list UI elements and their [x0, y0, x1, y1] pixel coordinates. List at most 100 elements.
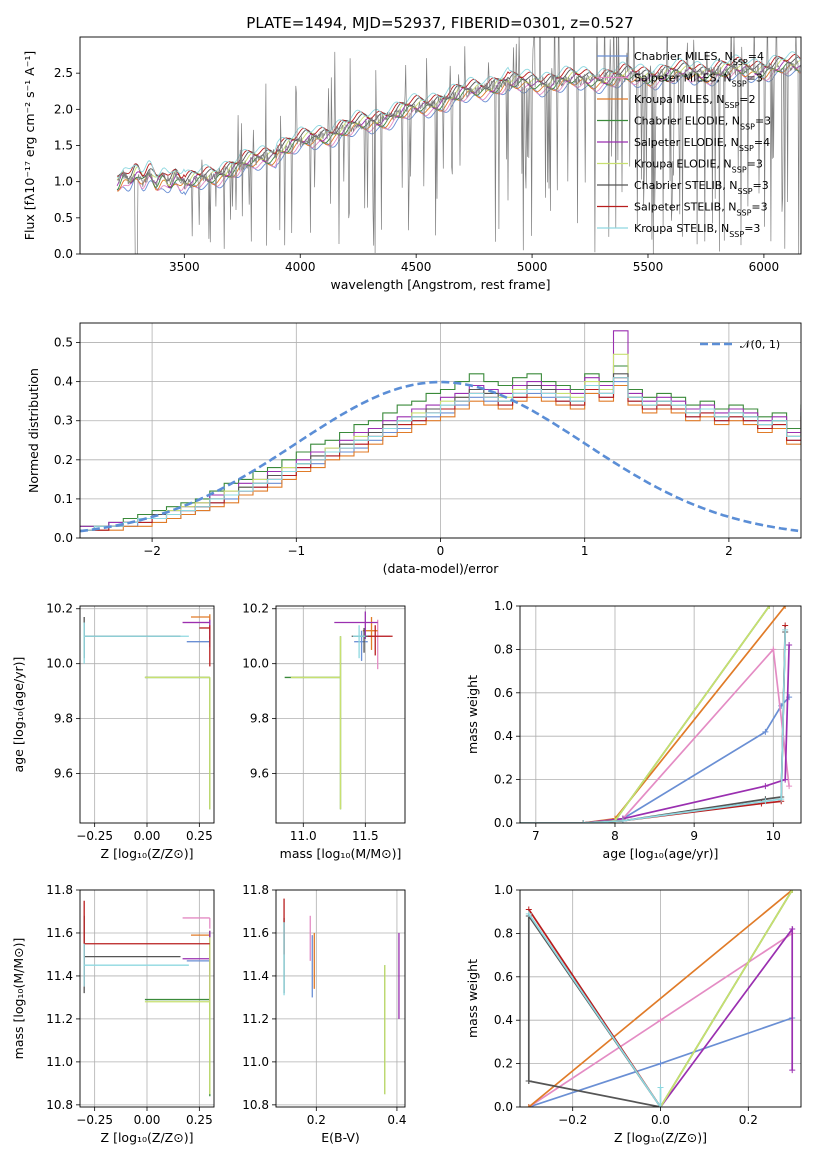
- x-tick-label: 0: [437, 544, 445, 558]
- mass-weight-marker: [657, 1104, 664, 1107]
- histogram-step: [80, 377, 801, 531]
- y-tick-label: 0.1: [54, 492, 73, 506]
- observed-spectrum-line: [117, 37, 801, 254]
- axes-frame: [519, 605, 802, 824]
- errorbar-plot-area: [284, 611, 393, 810]
- panel-mass-weight-vs-Z: −0.2 0.0 0.2 0.0 0.2 0.4 0.6 0.8 1.0 Z [log₁₀(Z/Z…: [465, 883, 802, 1145]
- y-tick-label: 11.6: [242, 926, 269, 940]
- y-tick-label: 2.5: [54, 66, 73, 80]
- y-tick-label: 11.2: [46, 1012, 73, 1026]
- y-tick-label: 2.0: [54, 102, 73, 116]
- y-tick-label: 1.5: [54, 139, 73, 153]
- x-tick-label: 2: [725, 544, 733, 558]
- y-tick-label: 0.5: [54, 211, 73, 225]
- weight-plot-area: [520, 606, 793, 823]
- mass-weight-marker: [525, 1077, 532, 1084]
- panel-age-vs-Z: −0.25 0.00 0.25 9.6 9.8 10.0 10.2 Z [log₁₀(Z/Z⊙…: [11, 602, 215, 861]
- histogram-step: [80, 353, 801, 531]
- model-spectrum-line: [117, 51, 801, 178]
- y-tick-label: 1.0: [54, 175, 73, 189]
- spectrum-plot-area: [116, 37, 801, 254]
- x-axis-label: Z [log₁₀(Z/Z⊙)]: [614, 1130, 707, 1145]
- x-axis-label: Z [log₁₀(Z/Z⊙)]: [101, 1130, 194, 1145]
- axes-frame: [79, 889, 215, 1108]
- mass-weight-marker: [657, 1084, 664, 1091]
- mass-weight-marker: [762, 798, 769, 805]
- x-tick-label: 8: [611, 829, 619, 843]
- y-tick-label: 0.0: [54, 531, 73, 545]
- x-tick-label: 3500: [169, 260, 200, 274]
- mass-weight-marker: [789, 1067, 796, 1074]
- y-tick-label: 11.8: [46, 883, 73, 897]
- model-spectrum-line: [116, 54, 801, 179]
- x-tick-label: 0.25: [186, 1113, 213, 1127]
- histogram-step: [80, 384, 801, 531]
- x-tick-label: 4000: [285, 260, 316, 274]
- x-tick-label: 5500: [633, 260, 664, 274]
- x-tick-label: 7: [532, 829, 540, 843]
- x-tick-label: 11.0: [290, 829, 317, 843]
- x-tick-label: 0.00: [134, 829, 161, 843]
- legend-entry: Salpeter STELIB, NSSP=3: [634, 201, 768, 218]
- panel-mass-weight-vs-age: 7 8 9 10 0.0 0.2 0.4 0.6 0.8 1.0 age [log₁₀(age/yr…: [465, 599, 802, 861]
- x-tick-label: 0.4: [387, 1113, 406, 1127]
- mass-weight-marker: [657, 1060, 664, 1067]
- y-tick-label: 0.5: [54, 336, 73, 350]
- y-tick-label: 10.8: [46, 1098, 73, 1112]
- errorbar-plot-area: [83, 614, 211, 810]
- mass-weight-line: [528, 913, 662, 1107]
- errorbar-plot-area: [283, 898, 400, 1095]
- mass-weight-line: [520, 629, 787, 823]
- y-tick-label: 10.0: [242, 657, 269, 671]
- panel-mass-vs-Z: −0.25 0.00 0.25 10.8 11.0 11.2 11.4 11.6 11.8 Z […: [11, 883, 215, 1145]
- y-axis-label: Flux [fλ10⁻¹⁷ erg cm⁻² s⁻¹ A⁻¹]: [22, 51, 37, 240]
- histogram-step: [80, 330, 801, 527]
- y-axis-label: mass weight: [465, 959, 480, 1038]
- y-tick-label: 0.4: [494, 1013, 513, 1027]
- mass-weight-line: [659, 926, 794, 1107]
- model-spectrum-line: [116, 58, 801, 187]
- x-axis-label: wavelength [Angstrom, rest frame]: [330, 277, 550, 292]
- y-axis-label: Normed distribution: [26, 368, 41, 493]
- y-tick-label: 0.4: [494, 729, 513, 743]
- legend-entry: Kroupa STELIB, NSSP=3: [634, 222, 760, 239]
- y-tick-label: 9.8: [54, 712, 73, 726]
- y-tick-label: 0.2: [54, 453, 73, 467]
- x-axis-label: age [log₁₀(age/yr)]: [603, 846, 719, 861]
- x-axis-label: mass [log₁₀(M/M⊙)]: [280, 846, 402, 861]
- y-tick-label: 9.6: [54, 767, 73, 781]
- mass-weight-marker: [525, 910, 532, 917]
- y-axis-label: mass weight: [465, 675, 480, 754]
- mass-weight-marker: [782, 626, 789, 633]
- histogram-step: [80, 377, 801, 531]
- mass-weight-line: [520, 606, 770, 823]
- legend-entry: Kroupa ELODIE, NSSP=3: [634, 158, 763, 175]
- y-tick-label: 0.0: [54, 247, 73, 261]
- y-tick-label: 9.6: [250, 767, 269, 781]
- residuals-plot-area: [80, 330, 801, 533]
- axes-frame: [275, 889, 406, 1108]
- y-tick-label: 11.0: [242, 1055, 269, 1069]
- x-tick-label: 0.2: [739, 1113, 758, 1127]
- y-tick-label: 11.2: [242, 1012, 269, 1026]
- mass-weight-marker: [525, 1104, 532, 1107]
- x-tick-label: −1: [287, 544, 305, 558]
- axes-frame: [79, 36, 802, 255]
- mass-weight-line: [520, 606, 770, 823]
- y-tick-label: 0.6: [494, 686, 513, 700]
- mass-weight-line: [520, 645, 790, 823]
- mass-weight-marker: [782, 606, 789, 609]
- mass-weight-marker: [782, 776, 789, 783]
- y-tick-label: 10.2: [242, 602, 269, 616]
- axes-frame: [275, 605, 406, 824]
- y-tick-label: 11.4: [242, 969, 269, 983]
- y-tick-label: 0.2: [494, 773, 513, 787]
- y-tick-label: 0.2: [494, 1057, 513, 1071]
- y-tick-label: 0.8: [494, 642, 513, 656]
- x-tick-label: −0.2: [558, 1113, 587, 1127]
- figure-title: PLATE=1494, MJD=52937, FIBERID=0301, z=0…: [246, 14, 633, 32]
- legend-entry: Salpeter ELODIE, NSSP=4: [634, 136, 770, 153]
- mass-weight-marker: [786, 783, 793, 790]
- y-tick-label: 11.0: [46, 1055, 73, 1069]
- legend-entry: Chabrier MILES, NSSP=4: [634, 50, 764, 67]
